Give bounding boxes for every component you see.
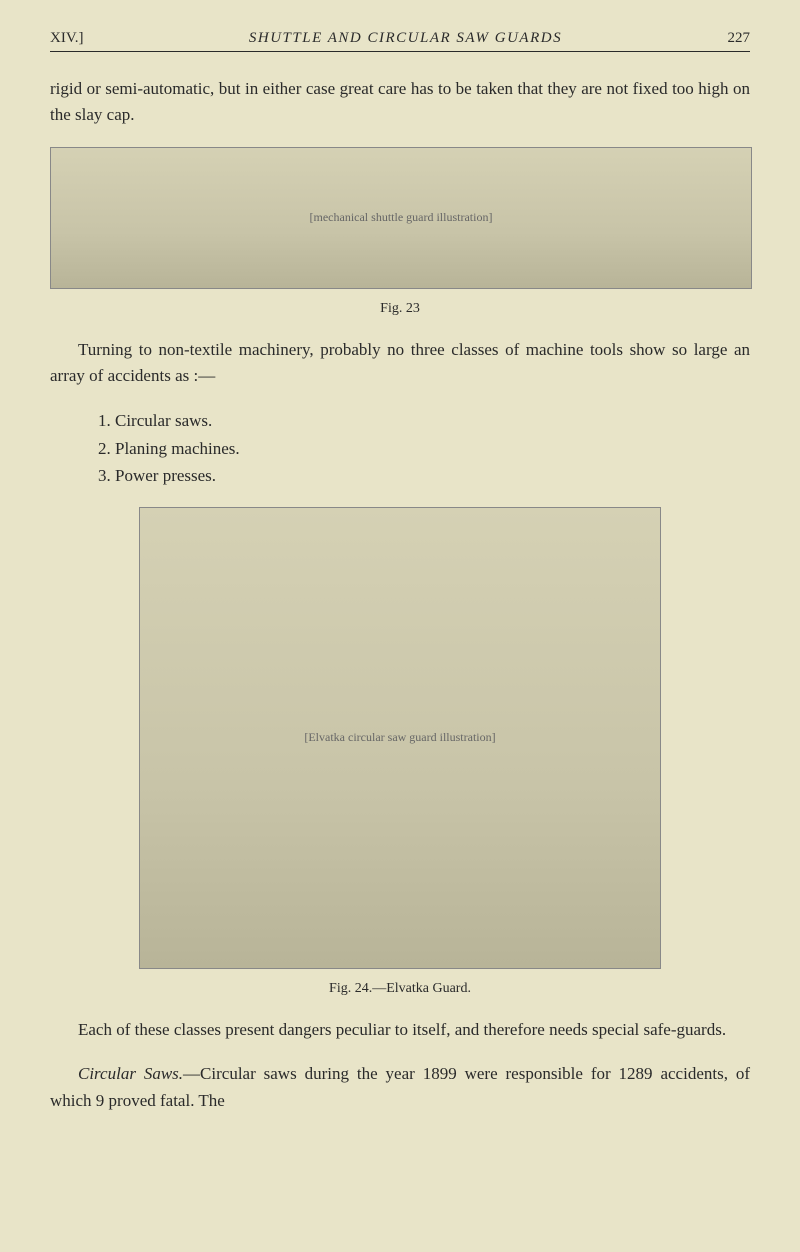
- list-item: 1. Circular saws.: [98, 407, 750, 434]
- figure-24: [Elvatka circular saw guard illustration…: [50, 507, 750, 997]
- paragraph-4: Circular Saws.—Circular saws during the …: [50, 1061, 750, 1114]
- figure-23-caption: Fig. 23: [50, 301, 750, 317]
- page-container: XIV.] SHUTTLE AND CIRCULAR SAW GUARDS 22…: [0, 0, 800, 1172]
- machine-tool-list: 1. Circular saws. 2. Planing machines. 3…: [98, 407, 750, 489]
- list-item: 2. Planing machines.: [98, 435, 750, 462]
- paragraph-3: Each of these classes present dangers pe…: [50, 1017, 750, 1043]
- figure-24-image: [Elvatka circular saw guard illustration…: [139, 507, 661, 969]
- list-item: 3. Power presses.: [98, 462, 750, 489]
- figure-23-image: [mechanical shuttle guard illustration]: [50, 147, 752, 289]
- paragraph-4-italic-lead: Circular Saws.: [78, 1064, 183, 1083]
- running-title: SHUTTLE AND CIRCULAR SAW GUARDS: [249, 30, 562, 47]
- running-header: XIV.] SHUTTLE AND CIRCULAR SAW GUARDS 22…: [50, 30, 750, 52]
- page-number: 227: [727, 30, 750, 47]
- figure-24-caption: Fig. 24.—Elvatka Guard.: [50, 981, 750, 997]
- chapter-mark: XIV.]: [50, 30, 83, 47]
- paragraph-1: rigid or semi-automatic, but in either c…: [50, 76, 750, 129]
- paragraph-2: Turning to non-textile machinery, probab…: [50, 337, 750, 390]
- figure-23: [mechanical shuttle guard illustration] …: [50, 147, 750, 317]
